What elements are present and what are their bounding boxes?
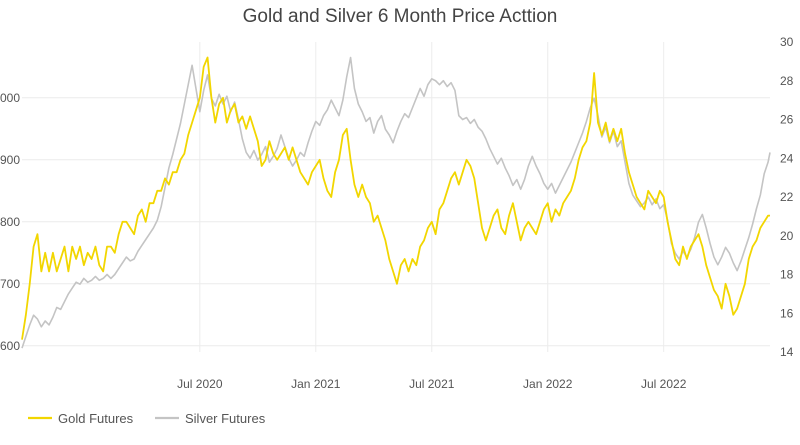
- x-tick-label: Jul 2021: [409, 377, 455, 391]
- series-layer: [21, 56, 771, 349]
- right-y-tick-label: 18: [780, 268, 794, 282]
- legend-label-silver: Silver Futures: [185, 411, 266, 426]
- right-y-tick-label: 28: [780, 74, 794, 88]
- right-y-tick-label: 22: [780, 190, 794, 204]
- x-tick-label: Jan 2022: [523, 377, 573, 391]
- right-y-tick-label: 26: [780, 113, 794, 127]
- left-y-axis: 1600 1700 1800 1900 2000: [0, 91, 20, 353]
- right-y-tick-label: 16: [780, 306, 794, 320]
- right-y-tick-label: 30: [780, 35, 794, 49]
- x-tick-label: Jan 2021: [291, 377, 341, 391]
- legend-label-gold: Gold Futures: [58, 411, 134, 426]
- legend: Gold Futures Silver Futures: [28, 411, 266, 426]
- gold-futures-line[interactable]: [21, 56, 770, 340]
- silver-futures-line[interactable]: [21, 56, 771, 349]
- left-y-tick-label: 1900: [0, 153, 20, 167]
- legend-item-gold[interactable]: Gold Futures: [28, 411, 134, 426]
- x-tick-label: Jul 2020: [177, 377, 223, 391]
- left-y-tick-label: 1800: [0, 215, 20, 229]
- right-y-axis: 14 16 18 20 22 24 26 28 30: [780, 35, 794, 359]
- x-tick-label: Jul 2022: [641, 377, 687, 391]
- left-y-tick-label: 2000: [0, 91, 20, 105]
- left-y-tick-label: 1700: [0, 277, 20, 291]
- left-y-tick-label: 1600: [0, 339, 20, 353]
- chart-title: Gold and Silver 6 Month Price Acttion: [243, 6, 558, 27]
- legend-item-silver[interactable]: Silver Futures: [155, 411, 266, 426]
- right-y-tick-label: 24: [780, 151, 794, 165]
- right-y-tick-label: 14: [780, 345, 794, 359]
- x-axis: Jul 2020 Jan 2021 Jul 2021 Jan 2022 Jul 2022: [177, 377, 687, 391]
- right-y-tick-label: 20: [780, 229, 794, 243]
